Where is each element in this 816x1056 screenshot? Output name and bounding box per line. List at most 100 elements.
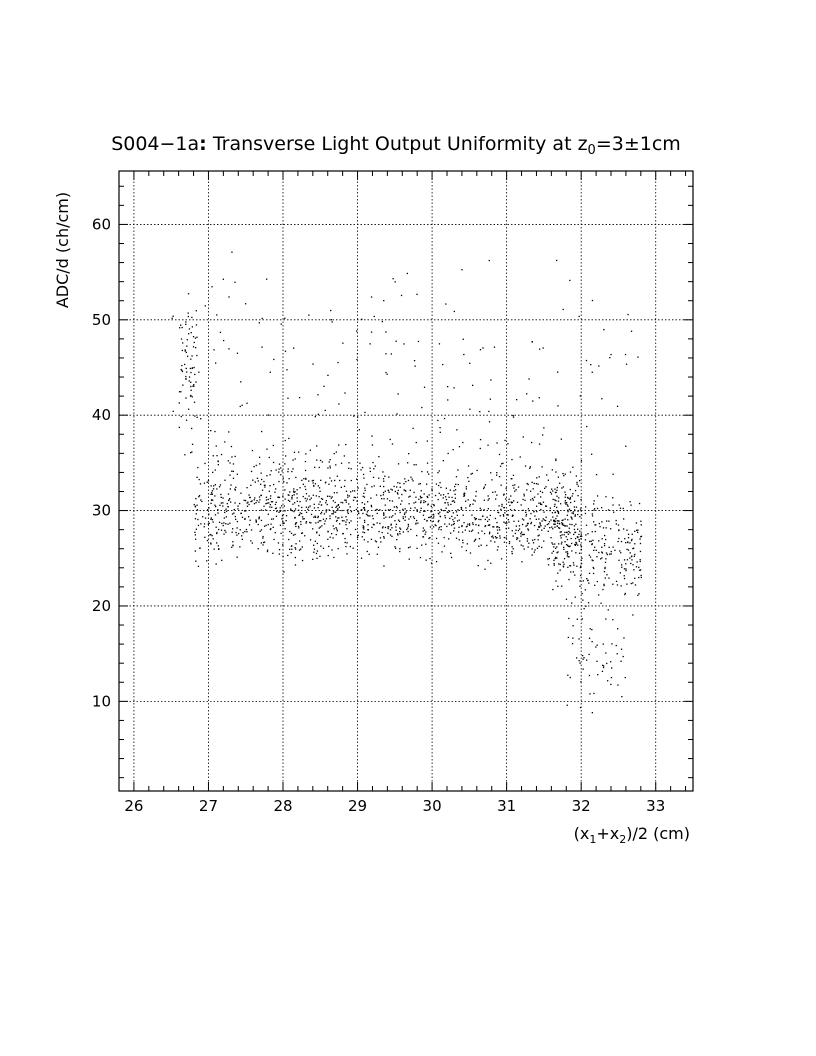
data-point [383,565,385,567]
data-point [634,530,636,532]
data-point [561,522,563,524]
data-point [473,517,476,519]
data-point [574,489,577,492]
data-point [508,542,511,545]
data-point [295,522,297,524]
data-point [623,518,625,520]
title-colon: : [199,133,207,155]
data-point [447,511,449,514]
data-point [354,490,356,492]
data-point [232,463,235,465]
data-point [231,513,234,515]
data-point [640,574,642,577]
data-point [383,480,385,482]
data-point [614,549,616,551]
data-point [445,487,447,489]
data-point [178,391,181,393]
data-point [403,513,406,516]
data-point [334,479,336,482]
data-point [446,525,448,528]
data-point [194,337,197,339]
data-point [299,512,301,514]
data-point [637,594,639,596]
data-point [278,553,280,555]
data-point [336,528,338,530]
data-point [449,517,451,520]
data-point [479,447,481,450]
data-point [520,532,522,535]
data-point [521,518,524,520]
data-point [504,512,506,514]
data-point [373,524,375,526]
data-point [490,379,492,381]
data-point [211,535,213,537]
data-point [630,582,632,585]
data-point [300,523,302,526]
data-point [289,491,291,493]
data-point [210,493,212,495]
data-point [554,488,556,490]
data-point [577,485,579,487]
data-point [576,481,578,484]
data-point [260,519,263,522]
title-rest: Transverse Light Output Uniformity at z [207,133,588,155]
data-point [560,543,563,545]
data-point [305,500,307,502]
data-point [367,501,369,503]
data-point [462,539,464,541]
data-point [551,488,553,490]
data-point [578,540,580,542]
data-point [282,514,284,516]
data-point [487,444,489,446]
data-point [309,505,311,507]
data-point [443,509,445,512]
data-point [309,539,312,541]
data-point [498,505,500,507]
data-point [591,371,593,373]
data-point [484,518,486,521]
data-point [313,485,315,487]
data-point [329,465,331,467]
data-point [269,497,272,500]
data-point [453,387,455,389]
data-point [640,524,642,526]
data-point [196,416,198,418]
data-point [231,251,233,253]
data-point [554,523,556,525]
data-point [461,546,463,548]
data-point [284,498,286,500]
data-point [319,501,321,503]
data-point [326,495,329,497]
data-point [337,504,340,506]
data-point [463,353,465,356]
data-point [421,470,423,473]
data-point [605,538,607,541]
data-point [247,501,249,503]
data-point [511,458,513,461]
data-point [421,496,423,499]
data-point [405,511,407,513]
data-point [222,278,224,280]
data-point [523,495,525,497]
data-point [439,511,441,513]
data-point [301,546,303,548]
data-point [343,520,345,522]
data-point [195,381,197,383]
data-point [404,478,406,480]
data-point [556,557,558,559]
data-point [403,489,405,491]
data-point [386,373,388,375]
data-point [261,430,263,433]
data-point [285,455,287,457]
data-point [258,518,260,520]
data-point [507,519,509,521]
data-point [361,536,363,538]
data-point [571,512,573,514]
data-point [588,572,591,574]
data-point [608,546,610,548]
data-point [298,505,300,507]
data-point [493,346,496,348]
data-point [579,516,581,518]
data-point [320,497,323,500]
data-point [222,524,224,527]
